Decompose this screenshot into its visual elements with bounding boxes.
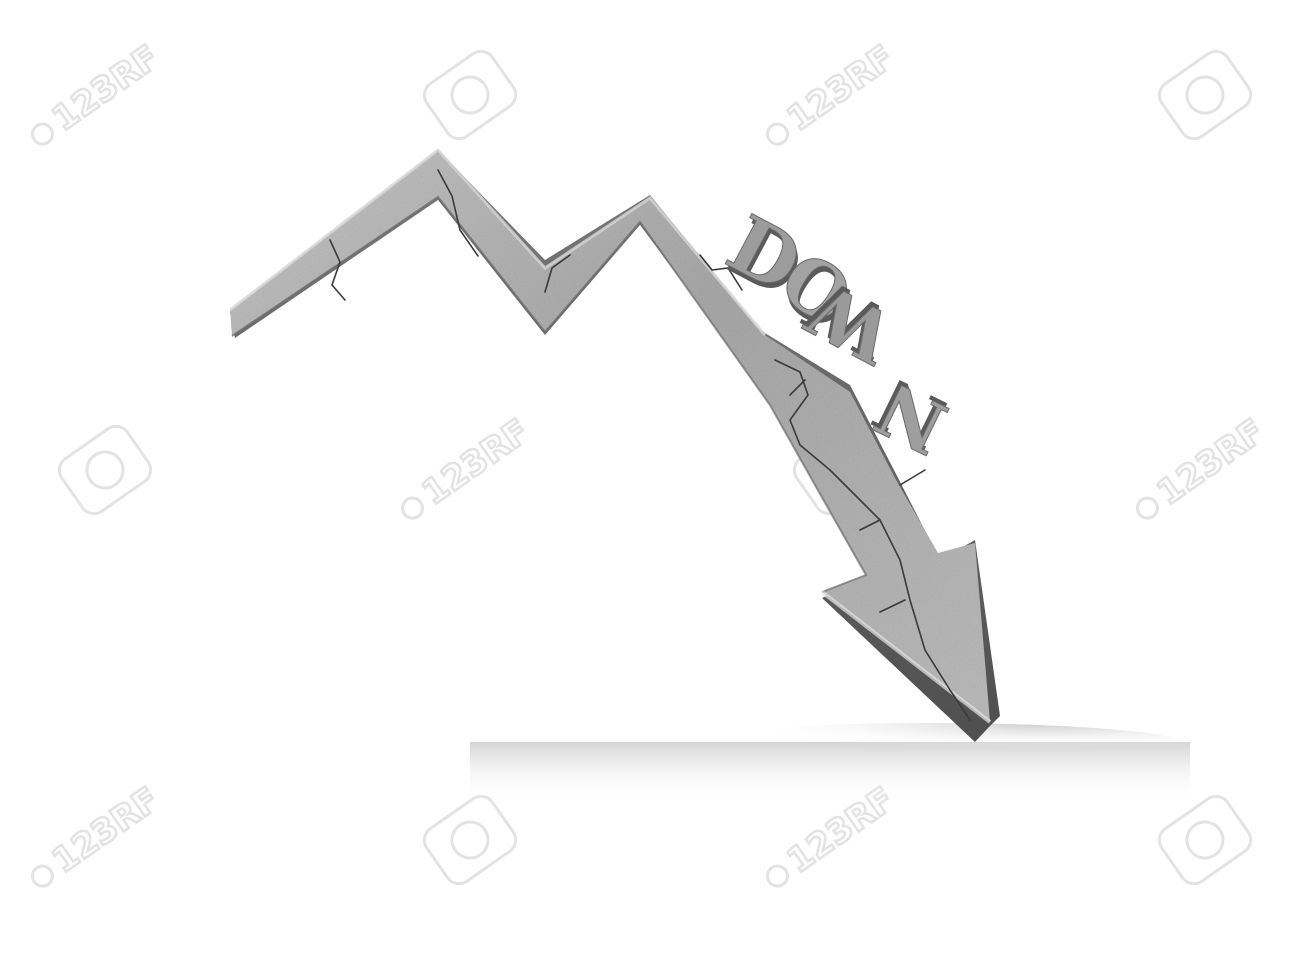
watermark-text: 123RF	[30, 778, 168, 888]
watermark-label: 123RF	[45, 37, 167, 139]
watermark-label: 123RF	[780, 37, 902, 139]
watermark-label: 123RF	[1150, 411, 1272, 513]
watermark-text: 123RF	[30, 36, 168, 146]
watermark-text: 123RF	[1135, 410, 1273, 520]
camera-aperture-watermark-icon	[1157, 49, 1253, 141]
camera-aperture-watermark-icon	[1157, 794, 1253, 886]
watermark-text: 123RF	[765, 36, 903, 146]
camera-aperture-watermark-icon	[57, 424, 153, 516]
watermark-label: 123RF	[45, 779, 167, 881]
falling-zigzag-arrow-icon	[229, 147, 1000, 742]
watermark-text: 123RF	[400, 410, 538, 520]
crack-lines	[329, 169, 971, 721]
arrow-top-face	[230, 150, 990, 722]
camera-aperture-watermark-icon	[422, 794, 518, 886]
floor-shadow	[470, 723, 1190, 802]
camera-aperture-watermark-icon	[422, 49, 518, 141]
watermark-label: 123RF	[415, 411, 537, 513]
